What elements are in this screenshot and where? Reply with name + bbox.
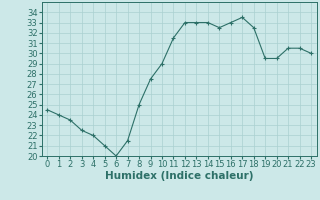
X-axis label: Humidex (Indice chaleur): Humidex (Indice chaleur) xyxy=(105,171,253,181)
